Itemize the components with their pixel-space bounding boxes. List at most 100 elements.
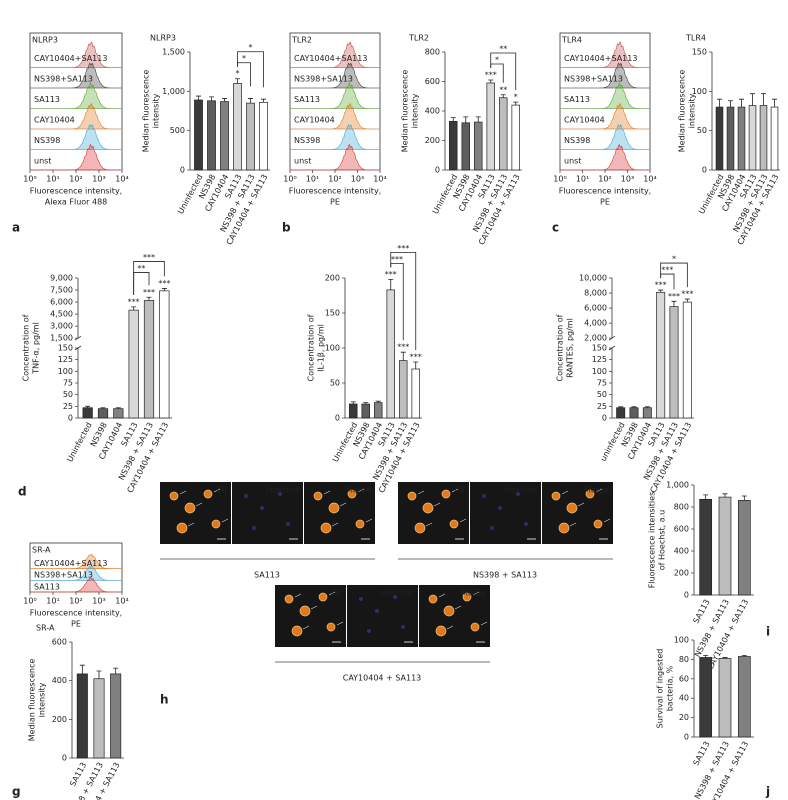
histogram-curve (290, 102, 380, 130)
micrograph (232, 482, 303, 544)
micrograph (470, 482, 541, 544)
cell (428, 594, 438, 604)
arrow (480, 621, 488, 626)
panel-letter: b (282, 221, 291, 235)
micrograph (347, 585, 418, 647)
histogram-curve (560, 143, 650, 171)
error-bar (722, 493, 728, 498)
panel-letter: j (765, 785, 770, 799)
x-tick-label: 10⁴ (373, 175, 386, 184)
cell (441, 489, 451, 499)
arrow (595, 488, 603, 493)
y-axis-label: intensity (152, 93, 161, 128)
x-tick-label: 10⁰ (23, 597, 36, 606)
y-axis-label: Concentration of (556, 314, 565, 381)
error-bar (658, 289, 664, 293)
bar-chart: 0 200 400 600 800 TLR2 Median fluorescence inte… (401, 34, 522, 246)
y-tick-label: 25 (63, 402, 73, 411)
bar (737, 106, 746, 171)
nucleus (393, 595, 397, 599)
nucleus (482, 494, 486, 498)
legend-label: NS398+SA113 (34, 74, 93, 83)
cell (299, 605, 311, 617)
arrow (451, 488, 459, 493)
bar (386, 289, 395, 419)
chart-title: NLRP3 (150, 34, 176, 43)
group-label: NS398 + SA113 (473, 571, 537, 580)
bar (233, 83, 242, 171)
nucleus (524, 522, 528, 526)
significance-star: *** (485, 71, 497, 80)
nucleus (278, 492, 282, 496)
legend-label: CAY10404 (294, 115, 335, 124)
y-tick-label: 6,000 (584, 304, 607, 313)
legend-label: CAY10404 (564, 115, 605, 124)
x-tick-label: 10² (69, 175, 82, 184)
x-tick-label: 10² (328, 175, 341, 184)
arrow (433, 502, 441, 507)
nucleus (490, 526, 494, 530)
y-tick-label: 200 (325, 274, 340, 283)
significance-bracket (390, 252, 417, 350)
y-tick-label: 50 (597, 390, 607, 399)
bar (642, 407, 652, 419)
channel-label: Hoechst (266, 486, 299, 495)
y-axis-label: Median fluorescence (28, 659, 37, 742)
cell (593, 519, 603, 529)
bracket-label: *** (397, 244, 409, 253)
histogram-curve (30, 143, 122, 171)
x-tick-label: 10³ (621, 175, 634, 184)
bracket-label: * (495, 56, 499, 65)
error-bar (463, 116, 469, 123)
histogram-curve (30, 577, 122, 593)
panel-letter: i (766, 625, 770, 639)
bar (682, 301, 692, 419)
panel-letter: d (18, 485, 27, 499)
bar (748, 105, 757, 171)
cell (347, 489, 357, 499)
x-axis-label: PE (330, 198, 340, 207)
error-bar (671, 300, 677, 307)
y-tick-label: 25 (597, 402, 607, 411)
histogram-panel: TLR4 CAY10404+SA113 NS398+SA113 SA113 CAY104… (553, 32, 657, 207)
y-tick-label: 200 (425, 136, 440, 145)
nucleus (367, 629, 371, 633)
error-bar (131, 306, 137, 311)
bar-chart: 0 50 100 150 200 Concentration of IL-1β, pg/ml… (307, 244, 422, 494)
arrow (577, 502, 585, 507)
bar (246, 102, 255, 171)
arrow (569, 522, 577, 527)
channel-label: Merge (346, 486, 371, 495)
y-tick-label: 0 (602, 414, 607, 423)
bar-chart: 0 50 100 150 TLR4 Median fluorescence intensit… (678, 34, 781, 247)
bar (220, 101, 229, 171)
panel-title: TLR2 (291, 36, 312, 45)
panel-title: NLRP3 (32, 36, 58, 45)
histogram-curve (560, 41, 650, 68)
y-tick-label: 800 (674, 503, 689, 512)
y-tick-label: 200 (674, 569, 689, 578)
x-tick-label: 10¹ (576, 175, 589, 184)
arrow (339, 502, 347, 507)
significance-star: *** (681, 290, 693, 299)
y-axis-label: Median fluorescence (401, 70, 410, 153)
histogram-curve (560, 123, 650, 150)
cell (558, 522, 570, 534)
bar (128, 309, 139, 419)
nucleus (286, 522, 290, 526)
error-bar (261, 98, 266, 103)
panel-letter: h (160, 693, 169, 707)
cell (211, 519, 221, 529)
y-tick-label: 3,000 (50, 322, 73, 331)
legend-label: NS398 (34, 136, 60, 145)
y-tick-label: 200 (52, 715, 67, 724)
bracket-label: ** (137, 264, 145, 273)
y-tick-label: 125 (592, 355, 607, 364)
legend-label: NS398+SA113 (564, 74, 623, 83)
legend-label: NS398 (564, 136, 590, 145)
legend-label: CAY10404+SA113 (34, 54, 107, 63)
arrow (425, 522, 433, 527)
channel-label: Merge (461, 589, 486, 598)
y-tick-label: 1,500 (50, 334, 73, 343)
